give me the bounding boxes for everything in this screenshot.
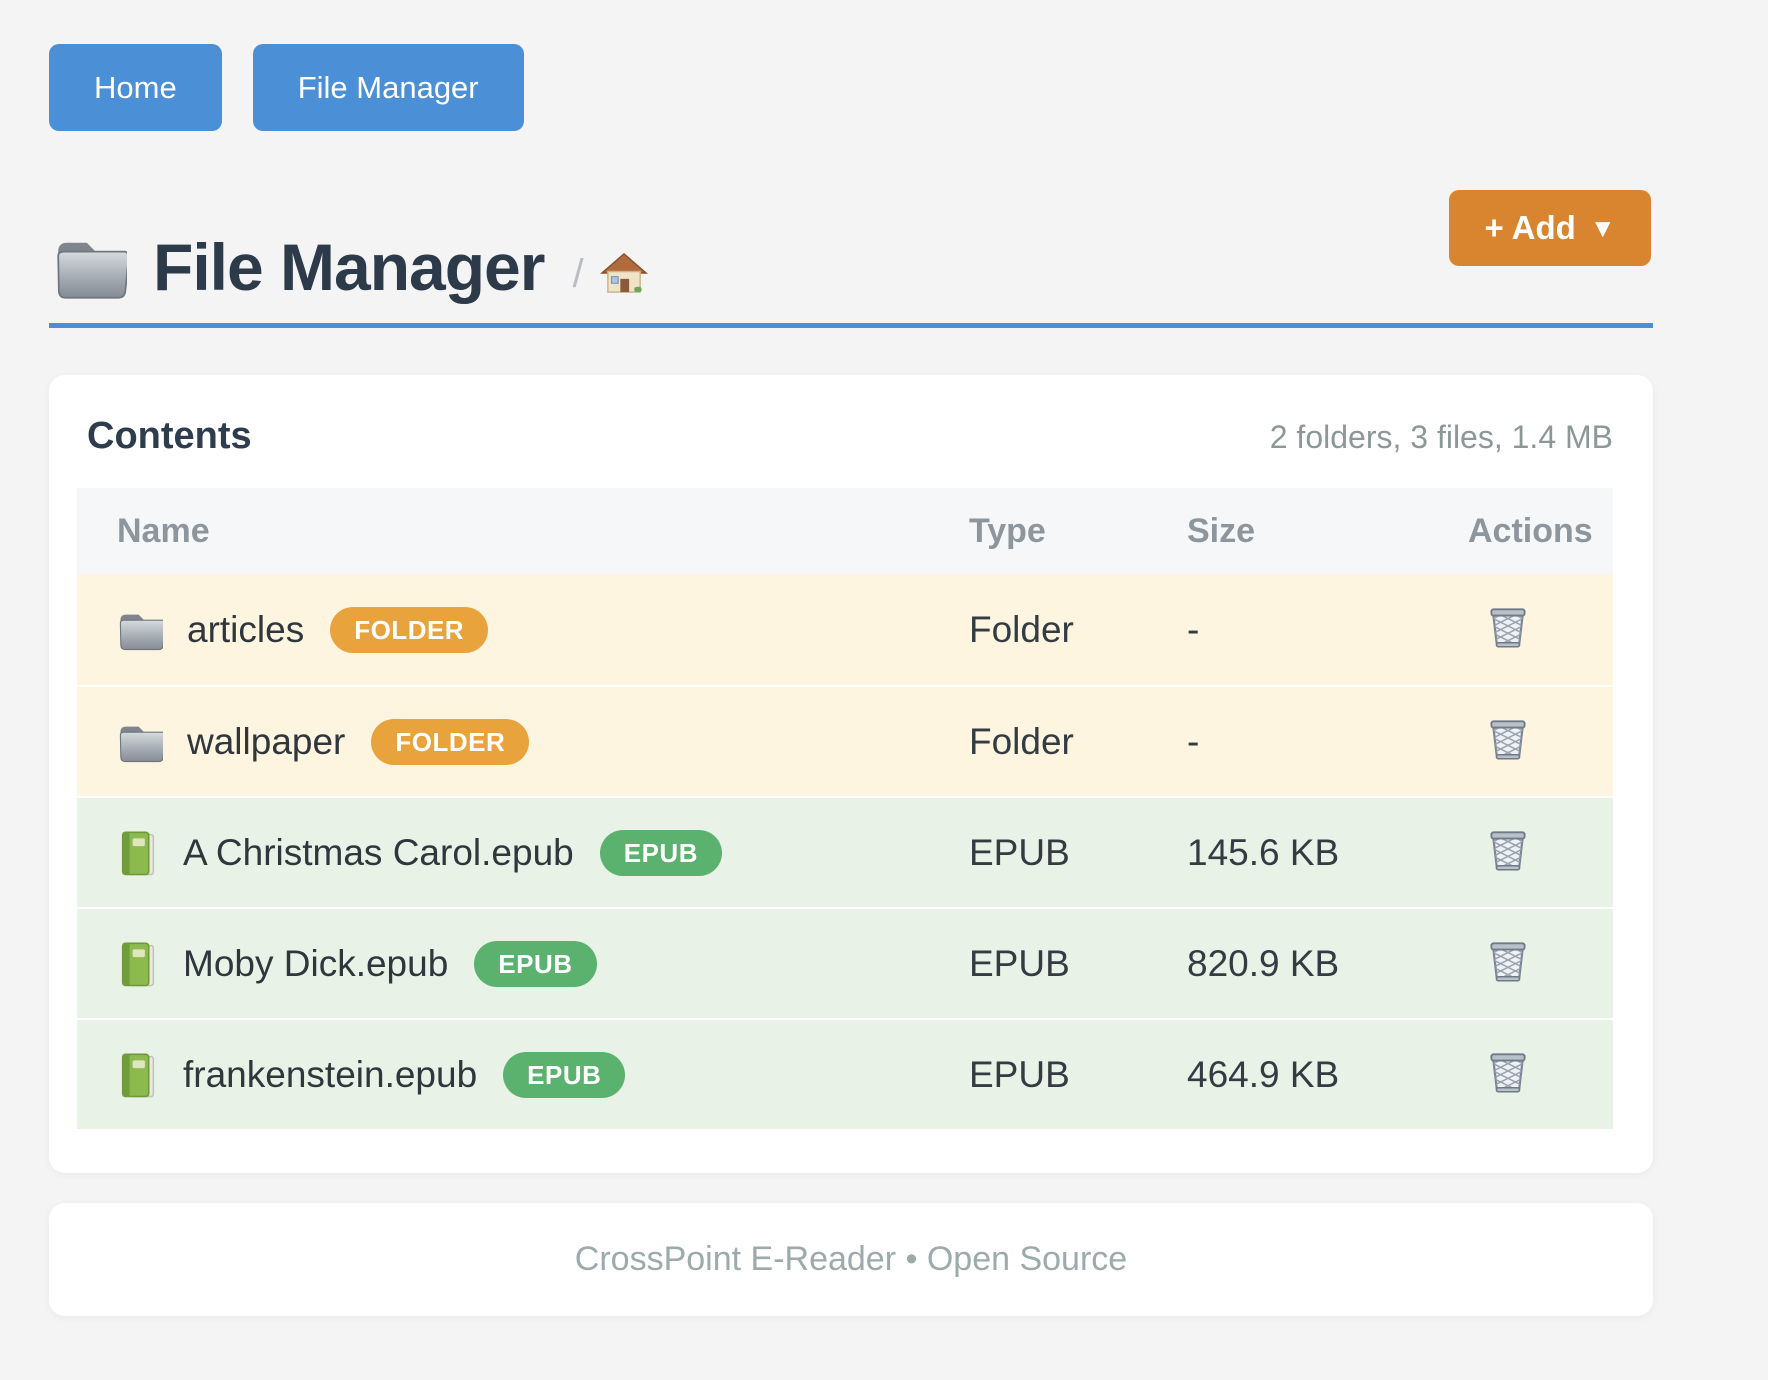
- contents-summary: 2 folders, 3 files, 1.4 MB: [1269, 419, 1613, 455]
- add-button[interactable]: + Add ▼: [1449, 190, 1651, 266]
- table-row: frankenstein.epub EPUB EPUB 464.9 KB: [77, 1018, 1613, 1129]
- file-type: Folder: [969, 720, 1074, 762]
- file-size: 464.9 KB: [1187, 1053, 1340, 1095]
- folder-icon: [119, 613, 163, 650]
- file-type: EPUB: [969, 942, 1070, 984]
- column-header-type: Type: [969, 511, 1046, 550]
- top-nav: Home File Manager: [49, 0, 1653, 131]
- file-type: EPUB: [969, 1053, 1070, 1095]
- footer: CrossPoint E-Reader • Open Source: [49, 1203, 1653, 1316]
- folder-icon: [119, 725, 163, 762]
- contents-title: Contents: [87, 415, 252, 457]
- column-header-name: Name: [117, 511, 210, 550]
- house-icon[interactable]: [600, 251, 648, 295]
- file-name[interactable]: A Christmas Carol.epub: [183, 831, 574, 873]
- breadcrumb-separator: /: [572, 251, 584, 296]
- page: Home File Manager File Manager / + Add ▼…: [49, 0, 1653, 1316]
- file-name[interactable]: frankenstein.epub: [183, 1053, 478, 1095]
- add-button-label: + Add: [1484, 209, 1576, 246]
- file-name[interactable]: Moby Dick.epub: [183, 942, 449, 984]
- folder-badge: FOLDER: [371, 718, 530, 765]
- file-size: -: [1187, 608, 1200, 650]
- table-row: articles FOLDER Folder -: [77, 574, 1613, 685]
- file-size: 145.6 KB: [1187, 831, 1340, 873]
- column-header-actions: Actions: [1468, 511, 1593, 550]
- page-title: File Manager: [153, 230, 545, 304]
- chevron-down-icon: ▼: [1589, 212, 1616, 243]
- folder-badge: FOLDER: [330, 606, 489, 653]
- file-size: 820.9 KB: [1187, 942, 1340, 984]
- folder-name[interactable]: articles: [187, 608, 305, 650]
- footer-text: CrossPoint E-Reader • Open Source: [574, 1240, 1128, 1278]
- file-type: Folder: [969, 608, 1074, 650]
- file-size: -: [1187, 720, 1200, 762]
- table-row: A Christmas Carol.epub EPUB EPUB 145.6 K…: [77, 796, 1613, 907]
- epub-badge: EPUB: [503, 1051, 626, 1098]
- green-book-icon: [121, 1053, 155, 1097]
- folder-name[interactable]: wallpaper: [187, 720, 346, 762]
- trash-icon[interactable]: [1484, 711, 1532, 763]
- nav-home-button[interactable]: Home: [49, 44, 222, 131]
- column-header-size: Size: [1187, 511, 1256, 550]
- folder-icon: [57, 241, 127, 299]
- trash-icon[interactable]: [1484, 1044, 1532, 1096]
- card-header: Contents 2 folders, 3 files, 1.4 MB: [77, 415, 1613, 458]
- trash-icon[interactable]: [1484, 599, 1532, 651]
- title-row: File Manager /: [51, 229, 648, 305]
- trash-icon[interactable]: [1484, 933, 1532, 985]
- file-type: EPUB: [969, 831, 1070, 873]
- file-table: Name Type Size Actions articles FOLDER F…: [77, 488, 1613, 1129]
- table-row: wallpaper FOLDER Folder -: [77, 685, 1613, 796]
- contents-card: Contents 2 folders, 3 files, 1.4 MB Name…: [49, 375, 1653, 1173]
- green-book-icon: [121, 831, 155, 875]
- epub-badge: EPUB: [599, 829, 722, 876]
- epub-badge: EPUB: [474, 940, 597, 987]
- green-book-icon: [121, 942, 155, 986]
- trash-icon[interactable]: [1484, 822, 1532, 874]
- page-header: File Manager / + Add ▼: [49, 131, 1653, 328]
- nav-file-manager-button[interactable]: File Manager: [252, 44, 524, 131]
- table-header-row: Name Type Size Actions: [77, 488, 1613, 574]
- table-row: Moby Dick.epub EPUB EPUB 820.9 KB: [77, 907, 1613, 1018]
